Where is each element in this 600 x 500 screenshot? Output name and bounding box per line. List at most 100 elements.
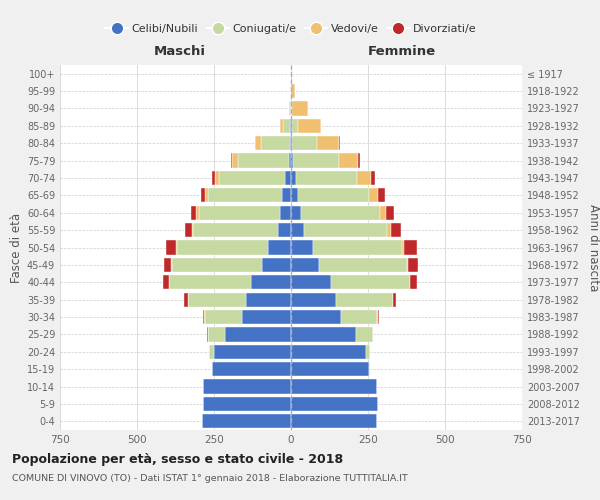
Bar <box>188 292 247 307</box>
Bar <box>317 136 340 150</box>
Bar <box>192 223 193 237</box>
Bar <box>261 136 290 150</box>
Bar <box>341 310 377 324</box>
Bar <box>242 310 291 324</box>
Bar <box>291 344 365 359</box>
Bar <box>356 328 373 342</box>
Bar <box>191 206 196 220</box>
Bar <box>292 136 317 150</box>
Bar <box>298 118 321 133</box>
Bar <box>365 344 370 359</box>
Bar <box>225 328 291 342</box>
Bar <box>391 223 401 237</box>
Bar <box>212 362 291 376</box>
Bar <box>251 275 291 289</box>
Bar <box>292 118 298 133</box>
Bar <box>358 154 360 168</box>
Bar <box>291 292 335 307</box>
Bar <box>393 292 396 307</box>
Bar <box>203 397 291 411</box>
Bar <box>291 380 377 394</box>
Bar <box>291 154 293 168</box>
Bar <box>262 258 291 272</box>
Bar <box>410 275 417 289</box>
Y-axis label: Fasce di età: Fasce di età <box>10 212 23 282</box>
Bar <box>196 206 199 220</box>
Bar <box>339 154 358 168</box>
Bar <box>291 328 356 342</box>
Bar <box>291 362 368 376</box>
Bar <box>215 171 218 185</box>
Bar <box>231 154 232 168</box>
Bar <box>291 258 319 272</box>
Bar <box>205 188 208 202</box>
Bar <box>291 275 331 289</box>
Text: Popolazione per età, sesso e stato civile - 2018: Popolazione per età, sesso e stato civil… <box>12 452 343 466</box>
Bar <box>292 84 295 98</box>
Bar <box>283 188 291 202</box>
Bar <box>380 206 386 220</box>
Bar <box>371 171 375 185</box>
Bar <box>212 171 215 185</box>
Bar <box>331 275 410 289</box>
Bar <box>238 154 289 168</box>
Bar <box>176 240 177 254</box>
Bar <box>291 414 377 428</box>
Bar <box>293 154 339 168</box>
Bar <box>291 118 292 133</box>
Bar <box>203 310 205 324</box>
Bar <box>404 240 417 254</box>
Bar <box>291 310 341 324</box>
Bar <box>407 258 408 272</box>
Bar <box>193 223 278 237</box>
Bar <box>285 171 291 185</box>
Bar <box>291 171 296 185</box>
Bar <box>387 223 391 237</box>
Bar <box>313 240 402 254</box>
Bar <box>369 188 378 202</box>
Y-axis label: Anni di nascita: Anni di nascita <box>587 204 599 291</box>
Bar <box>280 206 291 220</box>
Text: COMUNE DI VINOVO (TO) - Dati ISTAT 1° gennaio 2018 - Elaborazione TUTTITALIA.IT: COMUNE DI VINOVO (TO) - Dati ISTAT 1° ge… <box>12 474 408 483</box>
Bar <box>291 136 292 150</box>
Bar <box>199 206 280 220</box>
Bar <box>291 240 313 254</box>
Bar <box>335 292 392 307</box>
Bar <box>386 206 394 220</box>
Bar <box>205 310 242 324</box>
Bar <box>291 397 378 411</box>
Bar <box>290 102 291 116</box>
Bar <box>298 188 369 202</box>
Bar <box>291 66 292 81</box>
Bar <box>247 292 291 307</box>
Bar <box>290 118 291 133</box>
Bar <box>209 344 214 359</box>
Bar <box>166 240 176 254</box>
Bar <box>301 206 380 220</box>
Bar <box>163 275 169 289</box>
Text: Femmine: Femmine <box>368 44 436 58</box>
Bar <box>208 188 283 202</box>
Bar <box>291 223 304 237</box>
Bar <box>208 328 225 342</box>
Bar <box>278 223 291 237</box>
Text: Maschi: Maschi <box>154 44 206 58</box>
Bar <box>290 136 291 150</box>
Bar <box>402 240 404 254</box>
Bar <box>232 154 238 168</box>
Bar <box>283 118 290 133</box>
Bar <box>177 240 268 254</box>
Bar <box>291 188 298 202</box>
Bar <box>185 223 192 237</box>
Bar <box>280 118 283 133</box>
Bar <box>255 136 261 150</box>
Bar <box>202 414 291 428</box>
Bar <box>164 258 172 272</box>
Bar <box>368 362 370 376</box>
Bar <box>169 275 251 289</box>
Bar <box>357 171 371 185</box>
Bar <box>296 171 357 185</box>
Bar <box>304 223 387 237</box>
Bar <box>203 380 291 394</box>
Bar <box>289 154 291 168</box>
